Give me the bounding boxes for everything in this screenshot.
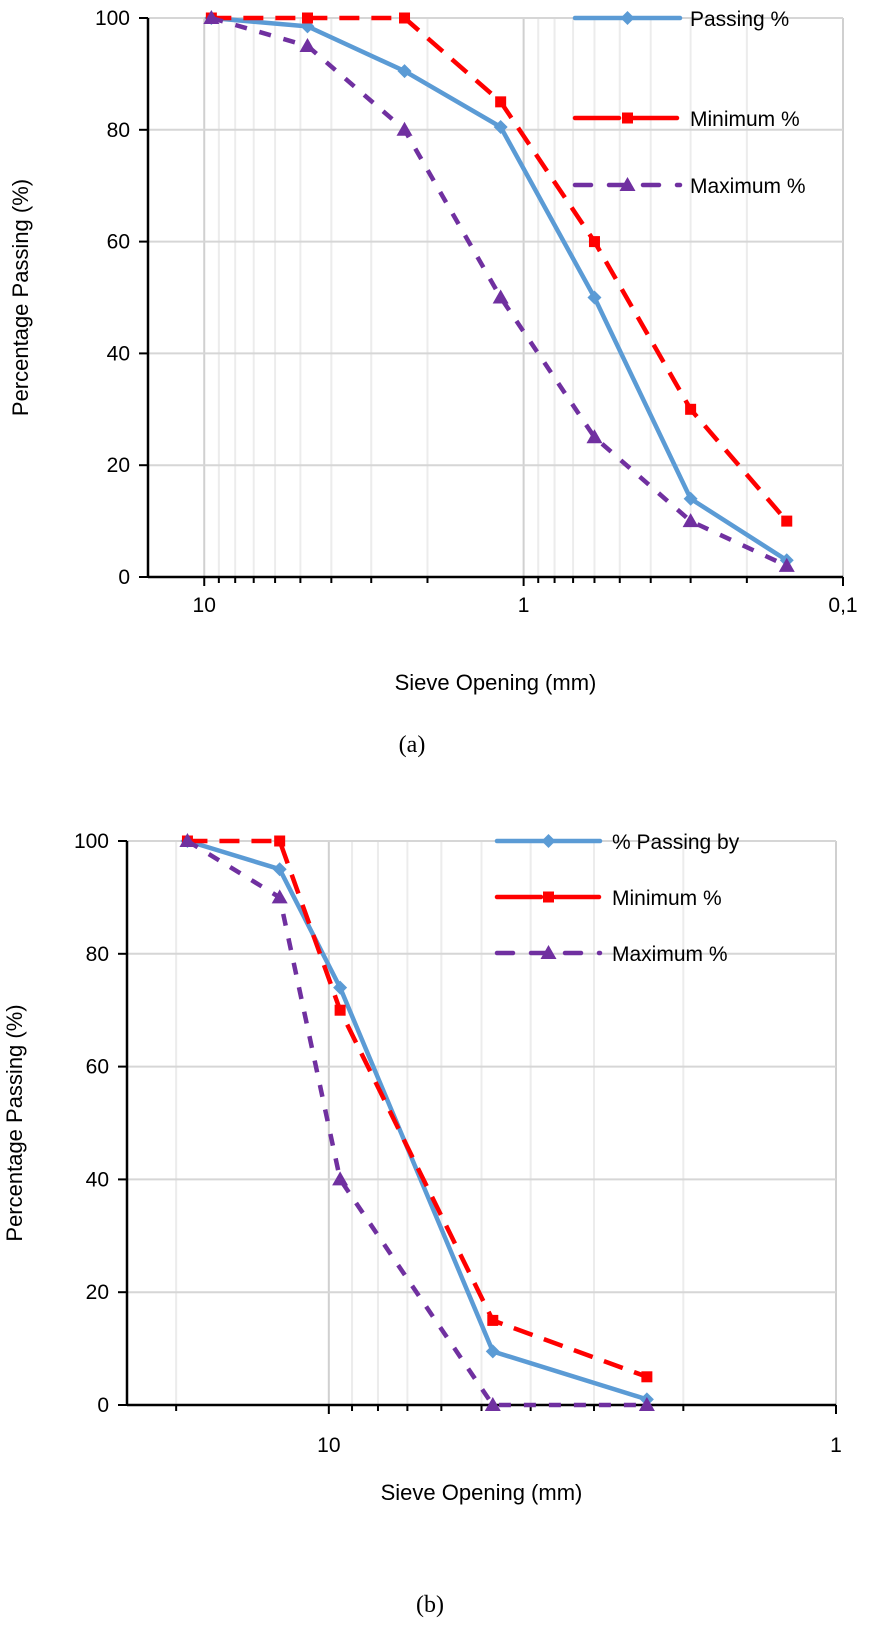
series-maximum: [179, 833, 655, 1411]
y-tick-label: 80: [86, 943, 109, 966]
data-point-square: [641, 1371, 653, 1383]
data-point-square: [495, 96, 507, 108]
data-point-diamond: [397, 64, 412, 79]
y-tick-label: 60: [86, 1056, 109, 1079]
data-point-triangle: [484, 1397, 501, 1411]
legend-marker-diamond: [541, 834, 556, 848]
legend-item: Minimum %: [572, 108, 800, 131]
series-passing: [204, 11, 794, 568]
y-tick-label: 20: [86, 1281, 109, 1304]
chart-a: 0 20 40 60 80 100 10 1 0,1 Sieve Opening (mm) Perc…: [8, 7, 858, 758]
data-point-diamond: [493, 120, 508, 135]
legend-marker-square: [622, 112, 633, 124]
legend-label: Minimum %: [690, 108, 800, 131]
data-point-diamond: [587, 290, 602, 305]
x-tick-label: 1: [830, 1434, 842, 1457]
y-tick-label: 40: [86, 1168, 109, 1191]
y-tick-label: 0: [97, 1394, 109, 1417]
legend-marker-square: [543, 891, 554, 903]
y-tick-label: 100: [74, 830, 109, 853]
legend-marker-diamond: [620, 11, 635, 25]
y-tick-label: 80: [107, 119, 130, 142]
x-axis-title: Sieve Opening (mm): [395, 670, 597, 695]
legend-label: Maximum %: [690, 175, 806, 198]
series-passing-by: [180, 834, 654, 1407]
y-axis-title: Percentage Passing (%): [8, 179, 33, 416]
data-point-triangle: [396, 121, 413, 136]
y-tick-label: 40: [107, 342, 130, 365]
data-point-triangle: [778, 557, 795, 572]
data-point-diamond: [272, 862, 287, 877]
legend-item: Maximum %: [572, 175, 806, 198]
legend-marker-triangle: [540, 945, 557, 959]
series-minimum: [181, 835, 653, 1383]
data-point-triangle: [203, 10, 220, 24]
x-tick-label: 1: [518, 594, 530, 617]
y-tick-label: 60: [107, 231, 130, 254]
y-tick-label: 0: [118, 566, 130, 589]
x-tick-label: 10: [193, 594, 216, 617]
data-point-square: [487, 1314, 499, 1326]
data-point-triangle: [682, 513, 699, 528]
data-point-square: [274, 835, 286, 847]
data-point-diamond: [485, 1344, 500, 1359]
data-point-square: [685, 403, 697, 415]
chart-b: 0 20 40 60 80 100 10 1 Sieve Opening (mm) Percent…: [2, 830, 842, 1618]
data-point-triangle: [179, 833, 196, 847]
figure-caption: (b): [416, 1592, 444, 1618]
y-axis-title: Percentage Passing (%): [2, 1004, 27, 1241]
legend-label: Maximum %: [612, 943, 728, 966]
data-point-triangle: [299, 37, 316, 52]
legend-label: Passing %: [690, 8, 789, 31]
data-point-square: [334, 1004, 346, 1016]
series-line: [186, 838, 648, 1402]
x-tick-label: 10: [317, 1434, 340, 1457]
data-point-triangle: [332, 1171, 349, 1186]
data-point-triangle: [492, 289, 509, 304]
legend-item: % Passing by: [494, 831, 740, 854]
legend-item: Passing %: [572, 8, 789, 31]
y-tick-label: 100: [95, 7, 130, 30]
data-point-triangle: [271, 889, 288, 904]
legend-label: % Passing by: [612, 831, 740, 854]
series-line: [186, 839, 647, 1408]
series-maximum: [203, 10, 795, 572]
data-point-square: [399, 12, 411, 24]
legend-marker-triangle: [619, 177, 636, 191]
legend-item: Minimum %: [494, 887, 722, 910]
figure-caption: (a): [399, 732, 426, 758]
data-point-square: [781, 515, 793, 527]
series-line: [211, 15, 789, 523]
series-minimum: [205, 12, 793, 527]
x-axis-title: Sieve Opening (mm): [381, 1480, 583, 1505]
x-tick-label: 0,1: [828, 594, 857, 617]
data-point-triangle: [638, 1397, 655, 1411]
data-point-diamond: [683, 491, 698, 506]
legend-label: Minimum %: [612, 887, 722, 910]
y-tick-label: 20: [107, 454, 130, 477]
data-point-square: [588, 236, 600, 248]
data-point-square: [301, 12, 313, 24]
legend-item: Maximum %: [494, 943, 728, 966]
data-point-triangle: [586, 429, 603, 444]
data-point-diamond: [333, 980, 348, 995]
